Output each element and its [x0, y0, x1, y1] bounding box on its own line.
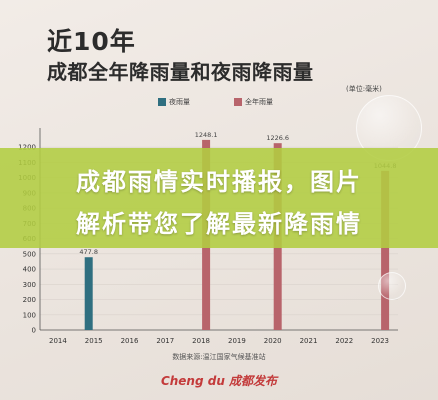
- legend-swatch-night: [158, 98, 166, 106]
- x-tick-label: 2023: [371, 337, 389, 345]
- x-tick-label: 2021: [300, 337, 318, 345]
- x-tick-label: 2019: [228, 337, 246, 345]
- x-tick-label: 2015: [85, 337, 103, 345]
- bar-annual-rain: [381, 170, 390, 330]
- data-label: 477.8: [79, 248, 98, 256]
- legend-label-annual: 全年雨量: [245, 98, 273, 106]
- data-source: 数据来源:温江国家气候基准站: [172, 353, 266, 361]
- x-tick-label: 2020: [264, 337, 282, 345]
- x-tick-label: 2022: [335, 337, 353, 345]
- y-tick-label: 300: [23, 281, 36, 289]
- decorative-bubble-small: [378, 272, 406, 300]
- y-tick-label: 500: [23, 250, 36, 258]
- y-tick-label: 0: [32, 327, 36, 335]
- banner-line-2: 解析带您了解最新降雨情: [76, 210, 362, 238]
- x-tick-label: 2016: [121, 337, 139, 345]
- banner-line-1: 成都雨情实时播报，图片: [76, 168, 362, 196]
- data-label: 1248.1: [195, 131, 218, 139]
- legend-annual-rain: 全年雨量: [234, 97, 273, 107]
- unit-label: (单位:毫米): [346, 85, 382, 93]
- y-tick-label: 400: [23, 266, 36, 274]
- y-tick-label: 100: [23, 311, 36, 319]
- y-tick-label: 1200: [18, 144, 36, 152]
- x-tick-label: 2017: [156, 337, 174, 345]
- legend-label-night: 夜雨量: [169, 98, 190, 106]
- legend-swatch-annual: [234, 98, 242, 106]
- brand-logo: Cheng du 成都发布: [160, 374, 278, 388]
- title-line-1: 近10年: [47, 27, 136, 56]
- bar-night-rain: [84, 257, 93, 330]
- x-tick-label: 2014: [49, 337, 67, 345]
- title-line-2: 成都全年降雨量和夜雨降雨量: [47, 60, 314, 84]
- x-tick-label: 2018: [192, 337, 210, 345]
- data-label: 1226.6: [266, 134, 289, 142]
- overlay-banner: 成都雨情实时播报，图片 解析带您了解最新降雨情: [0, 148, 438, 248]
- legend-night-rain: 夜雨量: [158, 97, 190, 107]
- y-tick-label: 200: [23, 296, 36, 304]
